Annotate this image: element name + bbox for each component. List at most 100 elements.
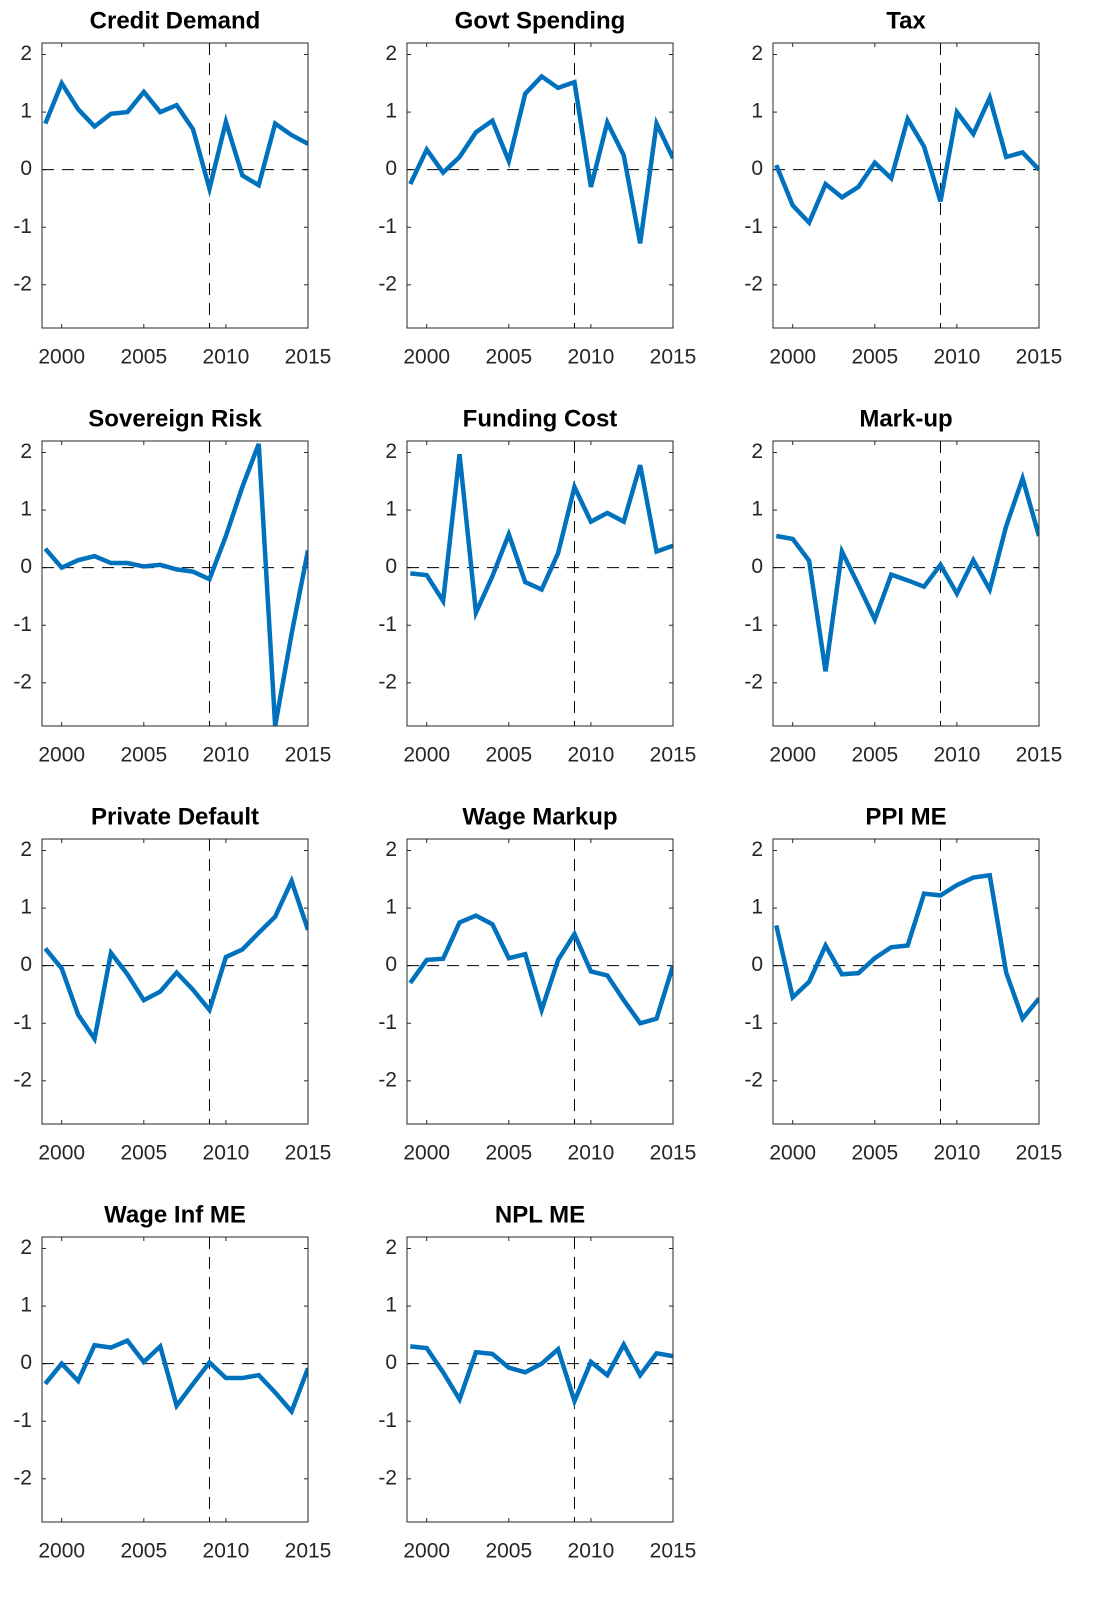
y-tick-label: 2 <box>385 440 397 463</box>
panel: PPI ME -2 -1 0 1 2 2000 2005 2010 2015 <box>744 803 1062 1164</box>
y-tick-label: 1 <box>20 896 32 919</box>
x-tick-label: 2010 <box>934 1142 981 1165</box>
data-line <box>43 874 308 1045</box>
x-tick-label: 2000 <box>38 1142 85 1165</box>
x-tick-label: 2000 <box>403 346 450 369</box>
x-tick-label: 2000 <box>769 744 816 767</box>
y-tick-label: 1 <box>751 896 763 919</box>
x-tick-label: 2005 <box>485 346 532 369</box>
x-tick-label: 2000 <box>769 1142 816 1165</box>
panel-title: Credit Demand <box>90 7 261 34</box>
x-tick-label: 2005 <box>120 1142 167 1165</box>
x-tick-label: 2000 <box>769 346 816 369</box>
panel-title: PPI ME <box>865 803 946 830</box>
panel: Private Default -2 -1 0 1 2 2000 2005 2010 2015 <box>13 803 331 1164</box>
y-tick-label: -2 <box>744 1068 763 1091</box>
axes-box <box>41 440 309 727</box>
y-tick-label: -2 <box>744 670 763 693</box>
y-tick-label: 1 <box>20 1294 32 1317</box>
y-tick-label: 0 <box>751 953 763 976</box>
x-tick-label: 2010 <box>203 346 250 369</box>
axes-box <box>406 838 674 1125</box>
y-tick-label: 0 <box>385 1351 397 1374</box>
y-tick-label: 0 <box>385 555 397 578</box>
x-tick-label: 2005 <box>851 744 898 767</box>
data-line <box>43 443 308 726</box>
panel: NPL ME -2 -1 0 1 2 2000 2005 2010 2015 <box>378 1201 696 1562</box>
y-tick-label: -2 <box>744 272 763 295</box>
x-tick-label: 2000 <box>38 744 85 767</box>
y-tick-label: 1 <box>20 498 32 521</box>
y-tick-label: -2 <box>13 1466 32 1489</box>
x-tick-label: 2005 <box>120 744 167 767</box>
x-tick-label: 2010 <box>568 1540 615 1563</box>
y-tick-label: 1 <box>385 498 397 521</box>
x-tick-label: 2015 <box>650 346 697 369</box>
data-line <box>410 453 673 622</box>
y-tick-label: 1 <box>751 498 763 521</box>
panel-title: Wage Inf ME <box>104 1201 246 1228</box>
x-tick-label: 2010 <box>203 1142 250 1165</box>
x-tick-label: 2015 <box>285 346 332 369</box>
y-tick-label: 1 <box>751 100 763 123</box>
y-tick-label: -2 <box>378 1466 397 1489</box>
axes-box <box>772 838 1040 1125</box>
x-tick-label: 2015 <box>650 1142 697 1165</box>
x-tick-label: 2010 <box>934 346 981 369</box>
y-tick-label: -1 <box>744 613 763 636</box>
x-tick-label: 2005 <box>851 1142 898 1165</box>
x-tick-label: 2015 <box>1016 1142 1063 1165</box>
x-tick-label: 2000 <box>403 1142 450 1165</box>
x-tick-label: 2010 <box>203 1540 250 1563</box>
y-tick-label: -2 <box>13 1068 32 1091</box>
y-tick-label: 0 <box>20 157 32 180</box>
y-tick-label: 2 <box>751 440 763 463</box>
data-line <box>43 1337 308 1416</box>
y-tick-label: -1 <box>378 1409 397 1432</box>
data-line <box>774 872 1039 1024</box>
data-line <box>408 73 673 244</box>
panel-title: NPL ME <box>495 1201 585 1228</box>
y-tick-label: 2 <box>20 838 32 861</box>
data-line <box>410 1339 673 1408</box>
x-tick-label: 2015 <box>650 1540 697 1563</box>
y-tick-label: 0 <box>751 157 763 180</box>
x-tick-label: 2000 <box>38 1540 85 1563</box>
panel: Tax -2 -1 0 1 2 2000 2005 2010 2015 <box>744 7 1062 368</box>
y-tick-label: -1 <box>744 215 763 238</box>
y-tick-label: 0 <box>751 555 763 578</box>
x-tick-label: 2005 <box>120 346 167 369</box>
y-tick-label: -2 <box>13 670 32 693</box>
panel: Funding Cost -2 -1 0 1 2 2000 2005 2010 2015 <box>378 405 696 766</box>
axes-box <box>406 1236 674 1523</box>
x-tick-label: 2015 <box>1016 744 1063 767</box>
y-tick-label: -1 <box>378 613 397 636</box>
y-tick-label: -2 <box>378 272 397 295</box>
x-tick-label: 2010 <box>934 744 981 767</box>
panel: Credit Demand -2 -1 0 1 2 2000 2005 2010 2015 <box>13 7 331 368</box>
x-tick-label: 2005 <box>485 1540 532 1563</box>
axes-box <box>772 42 1040 329</box>
x-tick-label: 2015 <box>650 744 697 767</box>
panel-title: Private Default <box>91 803 259 830</box>
panel-title: Funding Cost <box>463 405 618 432</box>
axes-box <box>406 440 674 727</box>
y-tick-label: -2 <box>378 670 397 693</box>
y-tick-label: 0 <box>385 157 397 180</box>
x-tick-label: 2010 <box>568 346 615 369</box>
y-tick-label: 2 <box>385 838 397 861</box>
x-tick-label: 2000 <box>38 346 85 369</box>
y-tick-label: -1 <box>378 1011 397 1034</box>
y-tick-label: -1 <box>378 215 397 238</box>
y-tick-label: 2 <box>751 838 763 861</box>
x-tick-label: 2005 <box>120 1540 167 1563</box>
panel-title: Sovereign Risk <box>88 405 262 432</box>
y-tick-label: 1 <box>385 1294 397 1317</box>
panel: Mark-up -2 -1 0 1 2 2000 2005 2010 2015 <box>744 405 1062 766</box>
y-tick-label: -1 <box>744 1011 763 1034</box>
panel-title: Tax <box>886 7 926 34</box>
axes-box <box>41 1236 309 1523</box>
y-tick-label: -2 <box>378 1068 397 1091</box>
x-tick-label: 2015 <box>1016 346 1063 369</box>
panel: Sovereign Risk -2 -1 0 1 2 2000 2005 2010 2015 <box>13 405 331 766</box>
